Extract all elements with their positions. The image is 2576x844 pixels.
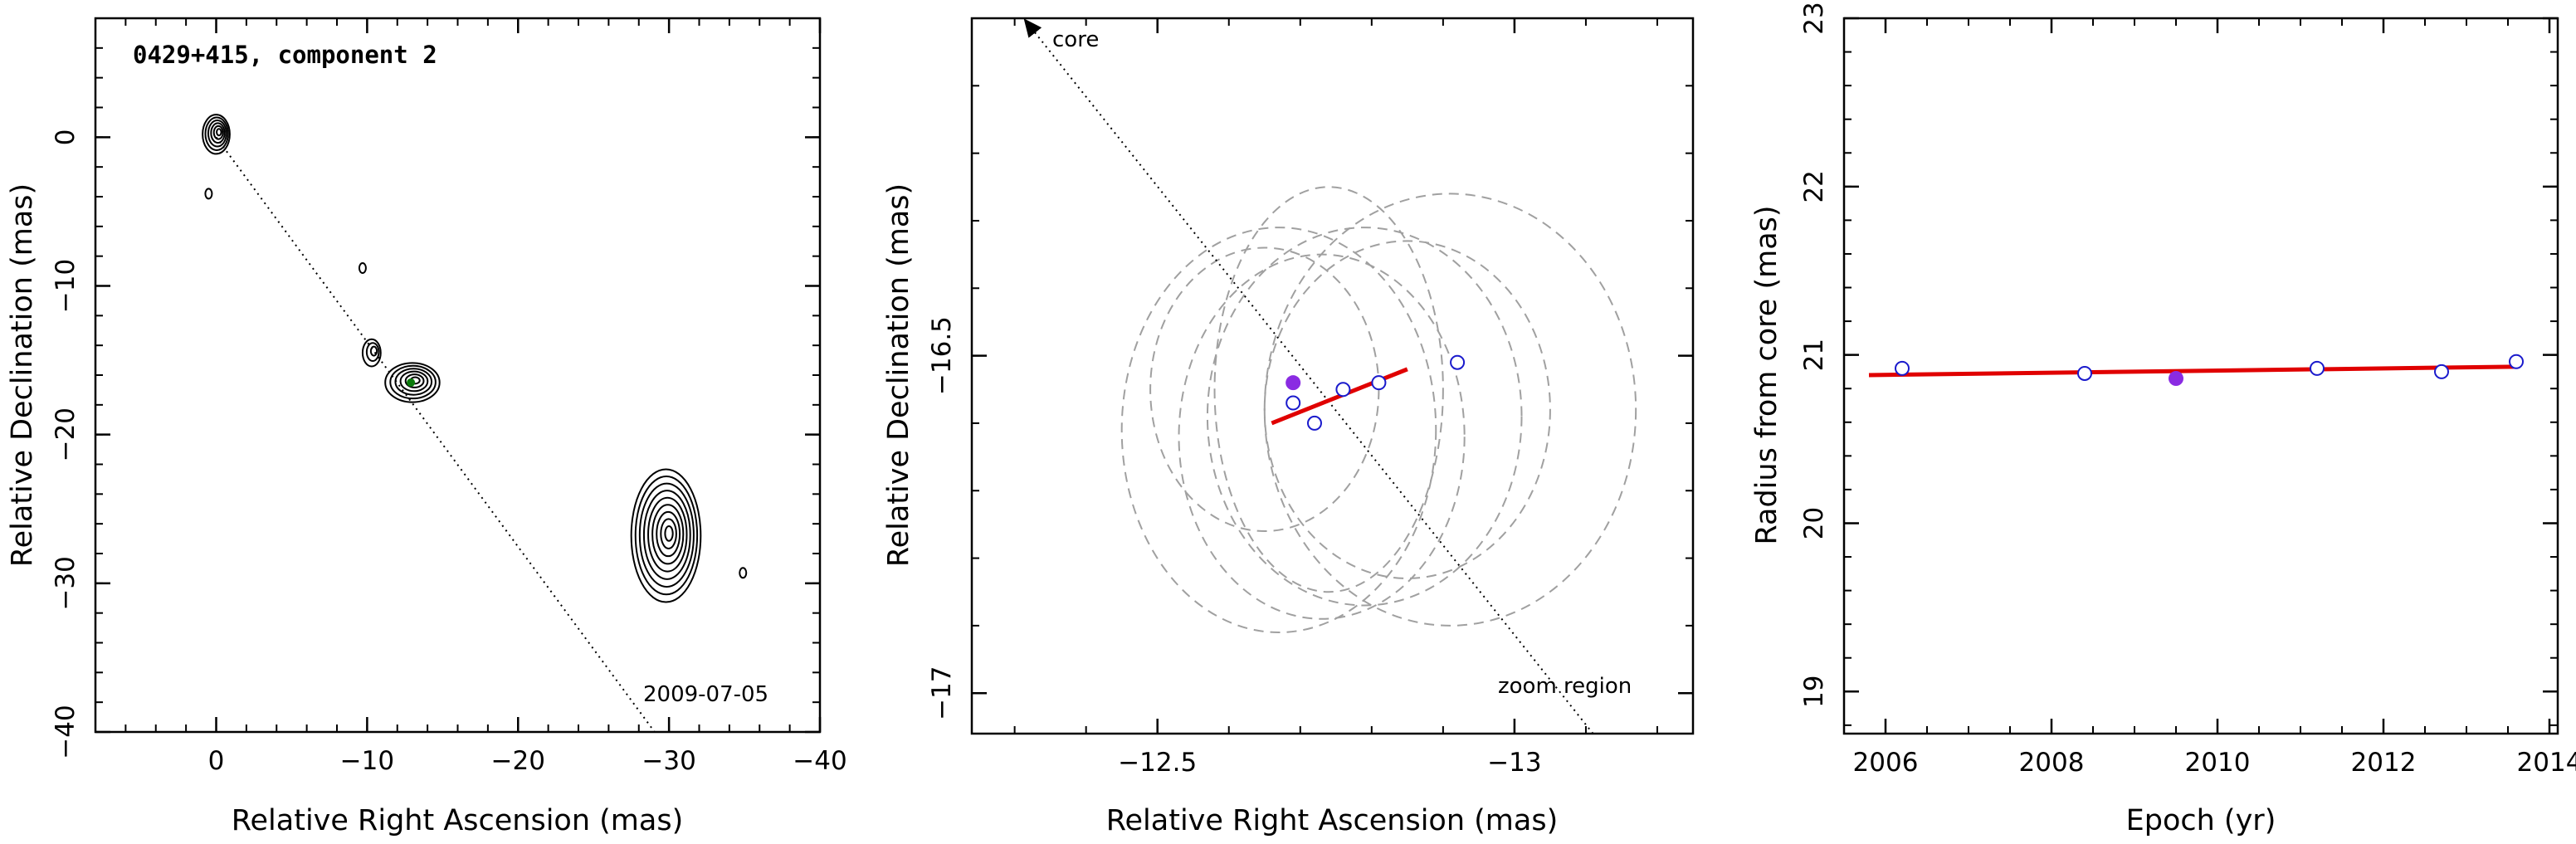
zoom-core-label: core	[1052, 27, 1099, 52]
map-contours	[202, 114, 748, 732]
component-marker	[407, 378, 416, 387]
contour-small-feature	[204, 188, 213, 200]
contour-small-feature	[358, 262, 367, 274]
radius-point	[2434, 363, 2449, 379]
epoch-point	[1371, 375, 1387, 391]
contour-core	[202, 114, 231, 155]
radius-point	[2077, 365, 2092, 381]
map-y-tick-label: −30	[51, 556, 80, 610]
beam-ellipse	[1213, 186, 1444, 593]
zoom-region-label: zoom region	[1498, 674, 1632, 699]
radius-y-tick-label: 19	[1799, 676, 1829, 708]
contour-lobe	[660, 518, 677, 549]
epoch-point	[1335, 382, 1351, 398]
zoom-y-tick-label: −17	[927, 666, 957, 720]
contour-component-2	[399, 370, 429, 393]
map-x-tick-label: −10	[340, 746, 394, 776]
map-y-tick-label: −20	[51, 407, 80, 461]
beam-ellipse	[1120, 227, 1437, 634]
radius-y-tick-label: 23	[1799, 2, 1829, 34]
radius-fit-line	[1868, 364, 2517, 378]
epoch-point	[1450, 354, 1466, 370]
radius-y-tick-label: 20	[1799, 507, 1829, 539]
zoom-y-tick-label: −16.5	[927, 316, 957, 395]
contour-component-2	[394, 368, 433, 396]
panel-zoom: −12.5 −13 −16.5 −17 core zoom region Relati…	[882, 17, 1695, 837]
map-title: 0429+415, component 2	[133, 41, 437, 69]
radius-y-tick-label: 21	[1799, 339, 1829, 371]
radius-x-tick-label: 2012	[2351, 748, 2417, 778]
contour-knot-a	[369, 345, 378, 357]
contour-lobe	[651, 504, 685, 565]
radius-ticks: 2006 2008 2010 2012 2014 19 20 21 22 23	[1799, 2, 2576, 778]
radius-x-tick-label: 2008	[2019, 748, 2085, 778]
map-y-axis-title: Relative Declination (mas)	[6, 183, 39, 567]
contour-small-feature	[739, 567, 748, 579]
zoom-frame	[970, 17, 1695, 735]
contour-core	[216, 128, 222, 137]
panel-radius: 2006 2008 2010 2012 2014 19 20 21 22 23 Epoch (yr…	[1750, 2, 2576, 837]
contour-knot-a	[361, 338, 382, 368]
contour-lobe	[630, 468, 702, 603]
map-x-tick-label: −30	[642, 746, 695, 776]
radius-y-axis-title: Radius from core (mas)	[1750, 205, 1783, 544]
radius-x-tick-label: 2006	[1853, 748, 1919, 778]
contour-component-2	[404, 373, 425, 388]
contour-core	[210, 122, 226, 144]
highlight-point	[1286, 375, 1301, 391]
radius-x-tick-label: 2010	[2185, 748, 2251, 778]
contour-lobe	[664, 524, 674, 542]
contour-component-2	[384, 362, 441, 403]
contour-core	[212, 124, 224, 140]
map-x-tick-label: 0	[208, 746, 225, 776]
contour-lobe	[634, 476, 699, 596]
contour-core	[207, 119, 227, 148]
epoch-point	[1286, 395, 1301, 411]
zoom-ticks: −12.5 −13 −16.5 −17	[927, 17, 1693, 778]
zoom-x-tick-label: −13	[1487, 748, 1541, 778]
map-x-tick-label: −40	[793, 746, 846, 776]
map-x-tick-label: −20	[491, 746, 545, 776]
jet-axis-line	[215, 136, 656, 732]
map-x-axis-title: Relative Right Ascension (mas)	[232, 804, 683, 837]
zoom-marks	[1023, 18, 1637, 734]
contour-lobe	[647, 496, 688, 573]
map-y-tick-label: −10	[51, 259, 80, 313]
beam-ellipse	[1206, 227, 1523, 607]
map-ticks: 0 −10 −20 −30 −40 0 −10 −20 −30 −40	[51, 17, 847, 776]
radius-marks	[1868, 354, 2524, 387]
epoch-point	[1306, 415, 1322, 431]
zoom-x-axis-title: Relative Right Ascension (mas)	[1106, 804, 1558, 837]
radius-point	[1895, 360, 1910, 376]
beam-ellipse	[1263, 193, 1637, 627]
zoom-y-axis-title: Relative Declination (mas)	[882, 183, 915, 567]
radius-point	[2310, 360, 2325, 376]
contour-knot-a	[365, 342, 380, 363]
contour-lobe	[638, 482, 695, 588]
radius-y-tick-label: 22	[1799, 170, 1829, 202]
contour-component-2	[389, 364, 437, 400]
radius-x-axis-title: Epoch (yr)	[2126, 804, 2276, 837]
map-y-tick-label: 0	[51, 129, 80, 145]
radius-frame	[1842, 17, 2559, 735]
contour-core	[204, 116, 229, 151]
contour-lobe	[642, 490, 691, 580]
beam-ellipse	[1178, 253, 1466, 620]
map-y-tick-label: −40	[51, 705, 80, 759]
radius-x-tick-label: 2014	[2517, 748, 2576, 778]
panel-vlbi-map: 0 −10 −20 −30 −40 0 −10 −20 −30 −40 0429+415, com…	[6, 17, 847, 837]
zoom-x-tick-label: −12.5	[1118, 748, 1197, 778]
radius-point	[2509, 354, 2524, 369]
map-date-label: 2009-07-05	[643, 682, 768, 707]
radius-highlight-point	[2169, 371, 2183, 387]
contour-lobe	[656, 510, 681, 558]
